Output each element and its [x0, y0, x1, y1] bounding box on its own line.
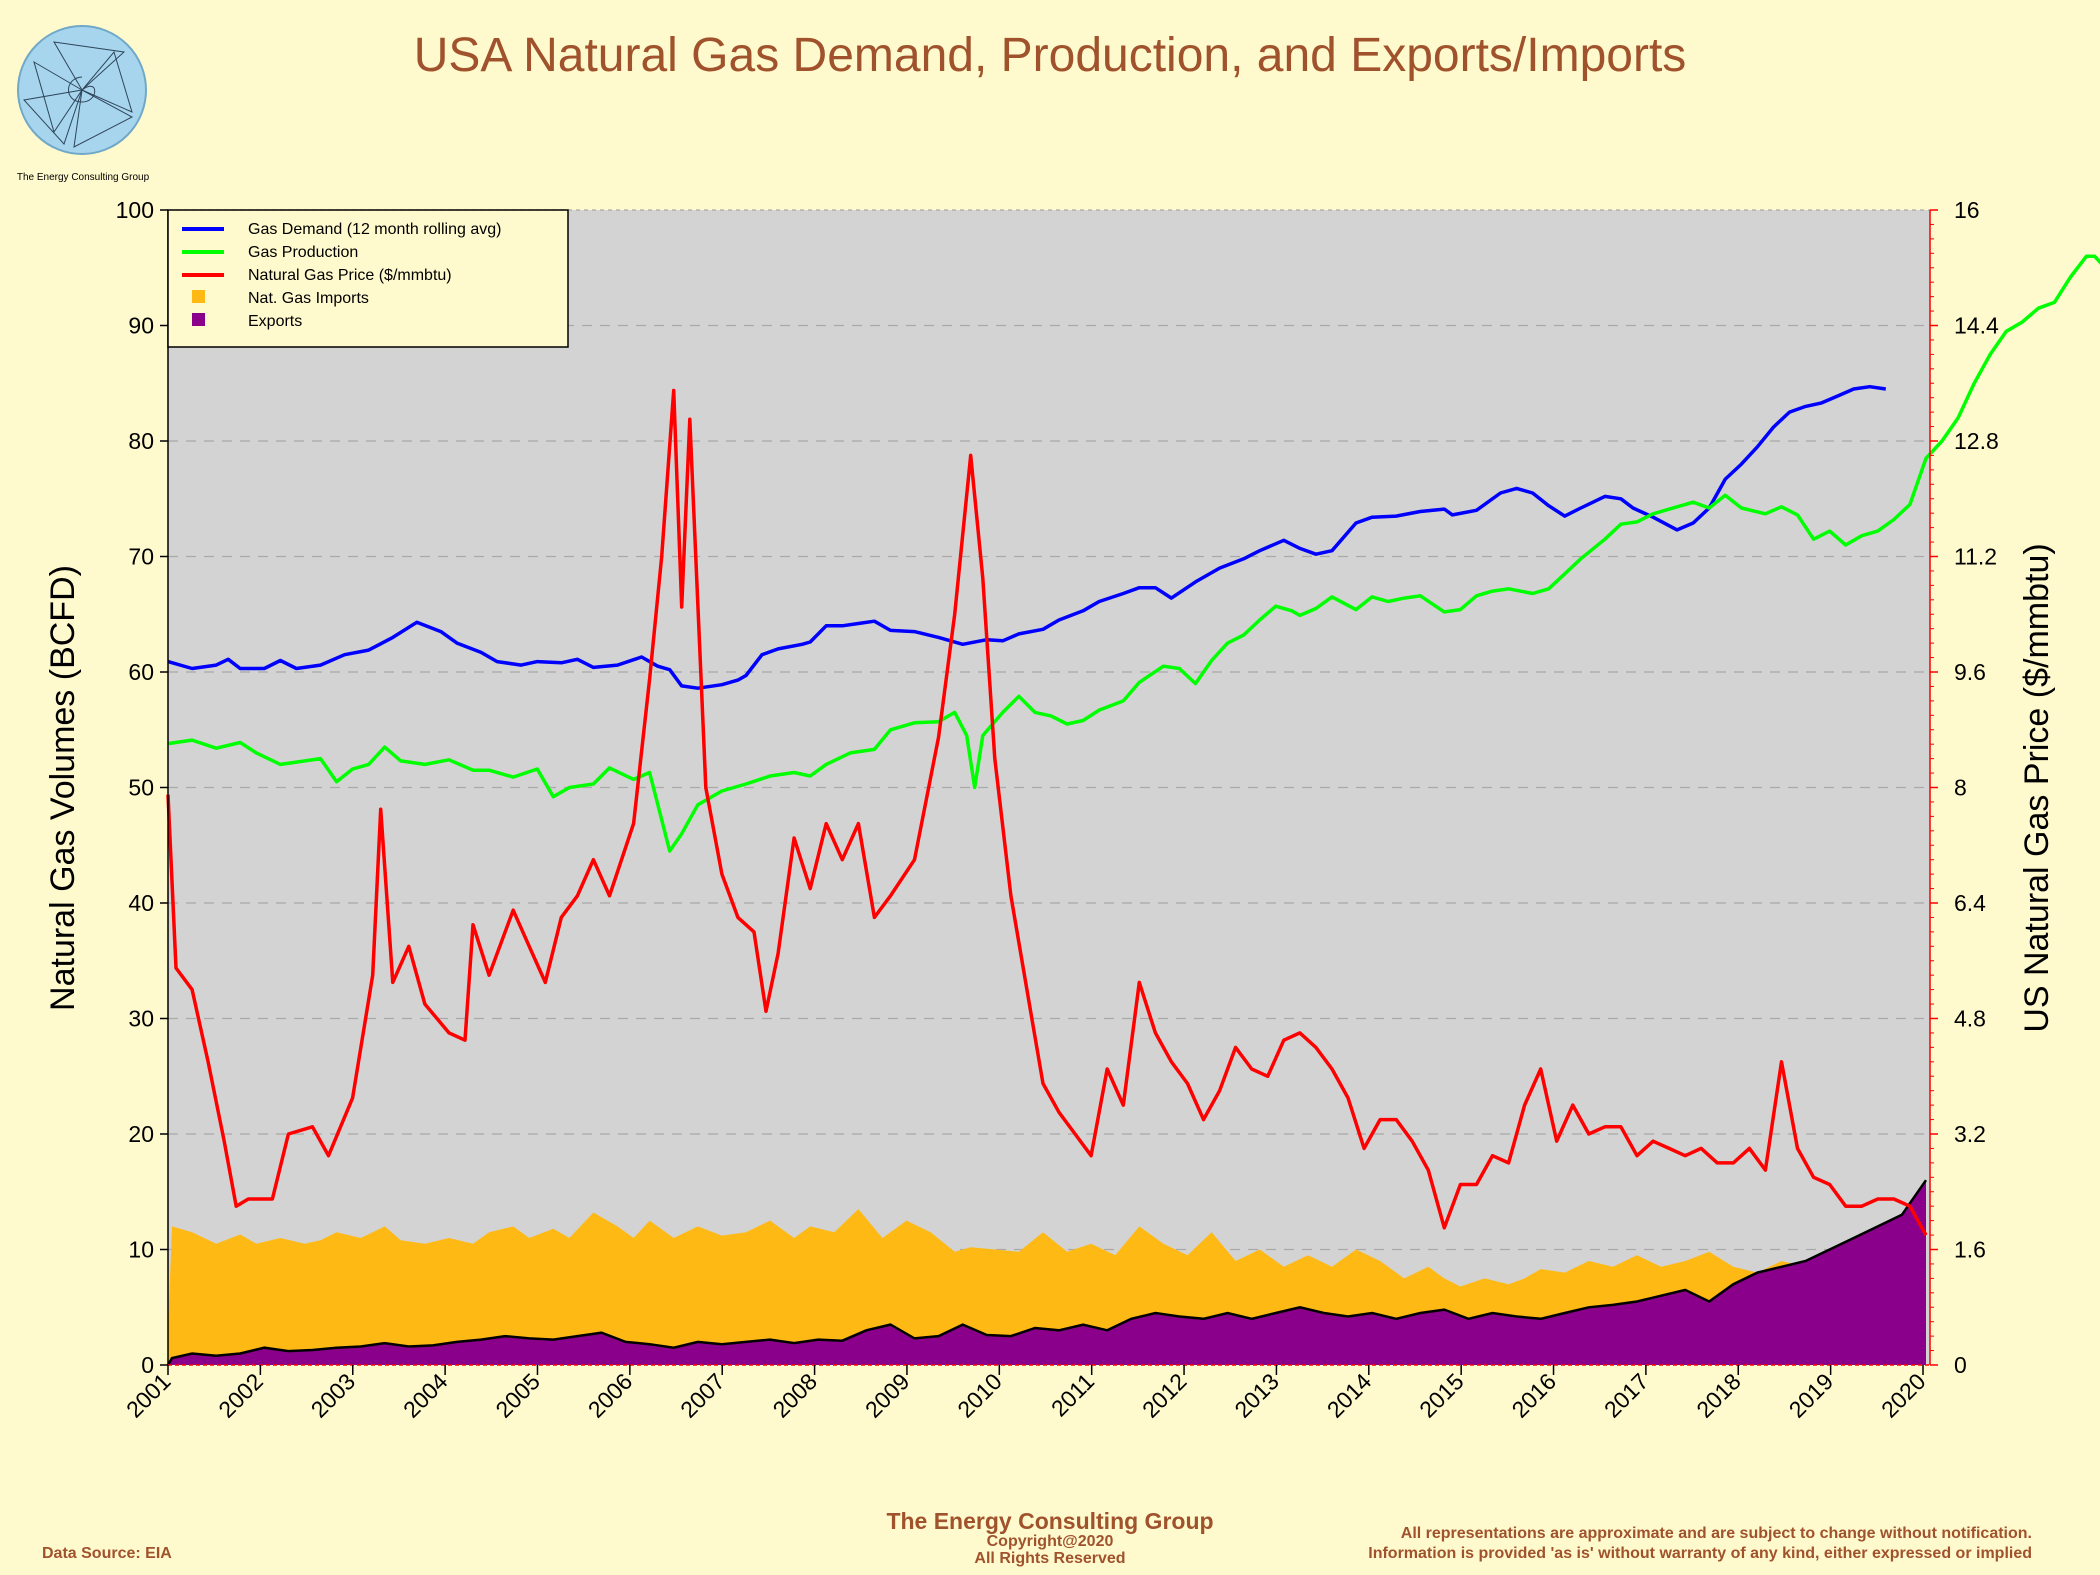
legend-label: Gas Demand (12 month rolling avg): [248, 221, 501, 238]
y-tick-label: 100: [116, 197, 154, 223]
legend: Gas Demand (12 month rolling avg) Gas Pro…: [167, 209, 569, 348]
x-tick-label: 2002: [213, 1368, 268, 1423]
y2-tick-label: 6.4: [1954, 890, 1986, 916]
legend-label: Gas Production: [248, 244, 358, 261]
copyright-text: Copyright@2020: [986, 1533, 1114, 1550]
exports-area: [168, 1180, 1926, 1365]
y2-tick-label: 14.4: [1954, 313, 1999, 339]
x-tick-label: 2003: [306, 1368, 361, 1423]
y-tick-label: 90: [128, 313, 154, 339]
x-tick-label: 2019: [1784, 1368, 1839, 1423]
disclaimer: All representations are approximate and …: [1368, 1524, 2032, 1564]
y-tick-label: 80: [128, 428, 154, 454]
y2-axis-label: US Natural Gas Price ($/mmbtu): [2018, 543, 2056, 1032]
y2-tick-label: 3.2: [1954, 1121, 1986, 1147]
x-tick-label: 2005: [490, 1368, 545, 1423]
y-tick-label: 50: [128, 775, 154, 801]
x-tick-label: 2014: [1322, 1368, 1377, 1423]
x-tick-label: 2009: [860, 1368, 915, 1423]
rights-text: All Rights Reserved: [974, 1550, 1126, 1567]
line-series: [166, 254, 2100, 1236]
price-line: [166, 388, 1928, 1236]
y-axis-label: Natural Gas Volumes (BCFD): [44, 565, 82, 1011]
y2-tick-label: 8: [1954, 775, 1967, 801]
exports-edge: [166, 1179, 1928, 1366]
x-tick-label: 2013: [1229, 1368, 1284, 1423]
legend-box: [167, 209, 569, 348]
x-tick-label: 2017: [1599, 1368, 1654, 1423]
logo-caption: The Energy Consulting Group: [16, 172, 150, 183]
legend-swatch: [192, 290, 205, 303]
x-tick-label: 2004: [398, 1368, 453, 1423]
y2-tick-label: 4.8: [1954, 1006, 1986, 1032]
x-tick-label: 2006: [583, 1368, 638, 1423]
production-line: [167, 254, 2100, 853]
legend-label: Natural Gas Price ($/mmbtu): [248, 267, 452, 284]
company-logo: [17, 25, 147, 155]
x-tick-label: 2008: [768, 1368, 823, 1423]
y-tick-label: 0: [141, 1352, 154, 1378]
y-tick-label: 10: [128, 1237, 154, 1263]
x-tick-label: 2012: [1137, 1368, 1192, 1423]
x-tick-label: 2007: [675, 1368, 730, 1423]
legend-label: Nat. Gas Imports: [248, 290, 369, 307]
x-tick-label: 2018: [1691, 1368, 1746, 1423]
disclaimer-line-1: All representations are approximate and …: [1400, 1525, 2032, 1542]
chart-title: USA Natural Gas Demand, Production, and …: [413, 29, 1687, 82]
y2-tick-label: 1.6: [1954, 1237, 1986, 1263]
y-tick-label: 40: [128, 890, 154, 916]
y-tick-label: 70: [128, 544, 154, 570]
y2-tick-label: 11.2: [1954, 544, 1997, 570]
y2-tick-label: 0: [1954, 1352, 1967, 1378]
x-tick-label: 2015: [1414, 1368, 1469, 1423]
data-source: Data Source: EIA: [42, 1545, 172, 1562]
legend-label: Exports: [248, 313, 302, 330]
x-tick-label: 2011: [1046, 1368, 1099, 1421]
footer-copyright: Copyright@2020 All Rights Reserved: [0, 1533, 2100, 1567]
x-tick-label: 2020: [1876, 1368, 1931, 1423]
y-tick-label: 20: [128, 1121, 154, 1147]
footer-company: The Energy Consulting Group: [886, 1508, 1214, 1534]
disclaimer-line-2: Information is provided 'as is' without …: [1368, 1545, 2032, 1562]
y2-axis-ticks: 0 1.6 3.2 4.8 6.4 8 9.6 11.2 12.8 14.4 16: [1930, 197, 1999, 1378]
area-series: [166, 1179, 1928, 1366]
y-tick-label: 30: [128, 1006, 154, 1032]
x-tick-label: 2010: [952, 1368, 1007, 1423]
y-tick-label: 60: [128, 659, 154, 685]
y2-tick-label: 16: [1954, 197, 1980, 223]
y-axis-ticks: 0 10 20 30 40 50 60 70 80 90 100: [116, 197, 168, 1378]
legend-swatch: [192, 313, 205, 326]
demand-line: [167, 384, 1887, 690]
y2-tick-label: 12.8: [1954, 428, 1999, 454]
x-axis-ticks: 2001 2002 2003 2004 2005 2006 2007 2008 2009 2010…: [121, 1365, 1931, 1423]
x-tick-label: 2016: [1506, 1368, 1561, 1423]
y2-tick-label: 9.6: [1954, 659, 1986, 685]
